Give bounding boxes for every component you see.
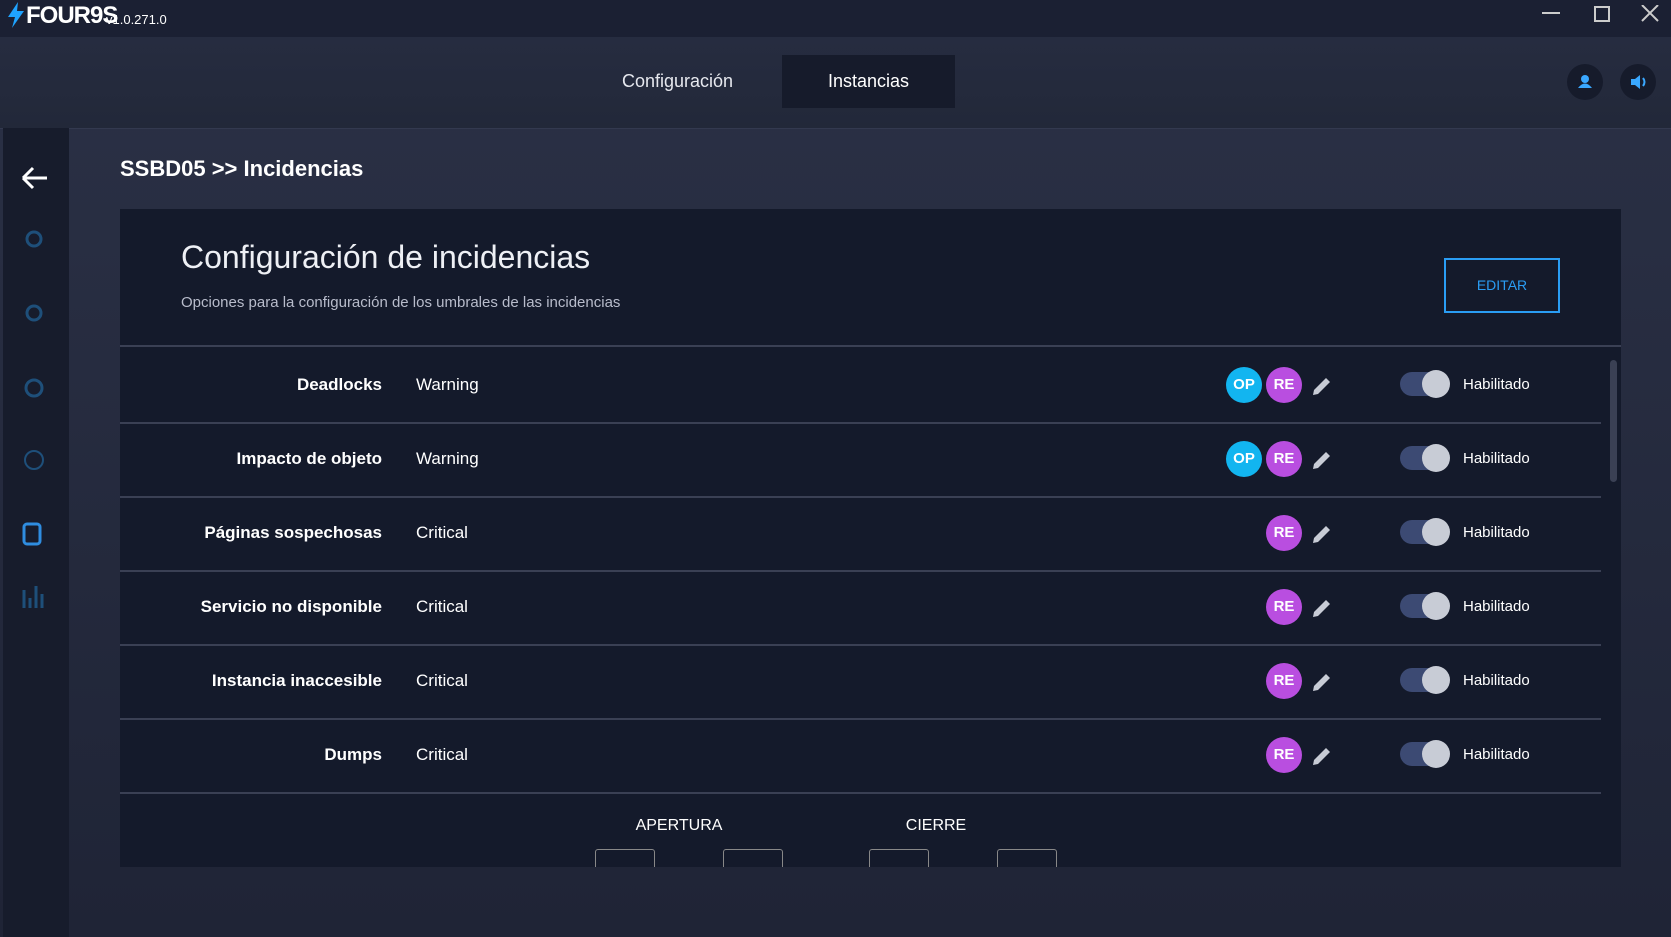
incident-row: Dumps Critical RE Habilitado xyxy=(120,718,1601,794)
toggle[interactable] xyxy=(1400,592,1450,620)
edit-icon[interactable] xyxy=(1309,669,1335,695)
badge: RE xyxy=(1266,589,1302,625)
incident-level: Critical xyxy=(416,597,468,616)
title-bar: FOUR9S v1.0.271.0 xyxy=(0,0,1671,37)
input[interactable] xyxy=(723,849,783,867)
edit-icon[interactable] xyxy=(1309,521,1335,547)
incident-level: Critical xyxy=(416,745,468,764)
incident-name: Instancia inaccesible xyxy=(211,671,382,690)
badge: RE xyxy=(1266,441,1302,477)
status-label: Habilitado xyxy=(1463,376,1530,393)
breadcrumb: SSBD05 >> Incidencias xyxy=(120,156,364,181)
panel-title: Configuración de incidencias xyxy=(181,239,591,275)
incident-row: Páginas sospechosas Critical RE Habilitado xyxy=(120,496,1601,572)
app-version: v1.0.271.0 xyxy=(106,12,167,27)
sidebar xyxy=(3,128,69,937)
input[interactable] xyxy=(997,849,1057,867)
status-label: Habilitado xyxy=(1463,450,1530,467)
tab-active[interactable]: Instancias xyxy=(782,55,955,108)
window-controls[interactable] xyxy=(1540,5,1665,27)
edit-button[interactable]: EDITAR xyxy=(1444,258,1560,313)
badge: RE xyxy=(1266,737,1302,773)
top-nav: Configuración Instancias xyxy=(0,37,1671,129)
rows: Deadlocks Warning OP RE Habilitado Impacto de… xyxy=(120,348,1601,867)
badge: RE xyxy=(1266,515,1302,551)
incident-row: Impacto de objeto Warning OP RE Habilitado xyxy=(120,422,1601,498)
incident-row: Deadlocks Warning OP RE Habilitado xyxy=(120,348,1601,424)
input[interactable] xyxy=(595,849,655,867)
status-label: Habilitado xyxy=(1463,672,1530,689)
scrollbar[interactable] xyxy=(1610,360,1617,482)
badge: OP xyxy=(1226,367,1262,403)
app-name: FOUR9S xyxy=(26,2,118,29)
incident-name: Páginas sospechosas xyxy=(204,523,382,542)
toggle[interactable] xyxy=(1400,740,1450,768)
toggle[interactable] xyxy=(1400,444,1450,472)
incident-row: Instancia inaccesible Critical RE Habilitad… xyxy=(120,644,1601,720)
status-label: Habilitado xyxy=(1463,598,1530,615)
edit-icon[interactable] xyxy=(1309,595,1335,621)
sidebar-icons[interactable] xyxy=(3,128,69,628)
toggle[interactable] xyxy=(1400,518,1450,546)
tab[interactable]: Configuración xyxy=(621,71,734,91)
incident-name: Servicio no disponible xyxy=(200,597,382,616)
toggle[interactable] xyxy=(1400,666,1450,694)
badge: RE xyxy=(1266,663,1302,699)
incident-name: Dumps xyxy=(324,745,382,764)
edit-icon[interactable] xyxy=(1309,743,1335,769)
panel-subtitle: Opciones para la configuración de los um… xyxy=(181,294,621,311)
incident-level: Critical xyxy=(416,523,468,542)
badge: OP xyxy=(1226,441,1262,477)
user-button[interactable] xyxy=(1567,64,1603,100)
threshold-header: CIERRE xyxy=(905,817,967,834)
incident-name: Deadlocks xyxy=(296,375,382,394)
edit-icon[interactable] xyxy=(1309,373,1335,399)
divider xyxy=(120,345,1621,347)
incident-name: Impacto de objeto xyxy=(236,449,382,468)
status-label: Habilitado xyxy=(1463,746,1530,763)
incident-row: Servicio no disponible Critical RE Habilita… xyxy=(120,570,1601,646)
incident-level: Warning xyxy=(416,375,479,394)
toggle[interactable] xyxy=(1400,370,1450,398)
input[interactable] xyxy=(869,849,929,867)
incident-level: Warning xyxy=(416,449,479,468)
status-label: Habilitado xyxy=(1463,524,1530,541)
edit-icon[interactable] xyxy=(1309,447,1335,473)
sound-button[interactable] xyxy=(1620,64,1656,100)
config-panel: Configuración de incidencias Opciones pa… xyxy=(120,209,1621,867)
threshold-header: APERTURA xyxy=(635,817,723,834)
logo-bolt xyxy=(8,2,24,28)
badge: RE xyxy=(1266,367,1302,403)
incident-level: Critical xyxy=(416,671,468,690)
